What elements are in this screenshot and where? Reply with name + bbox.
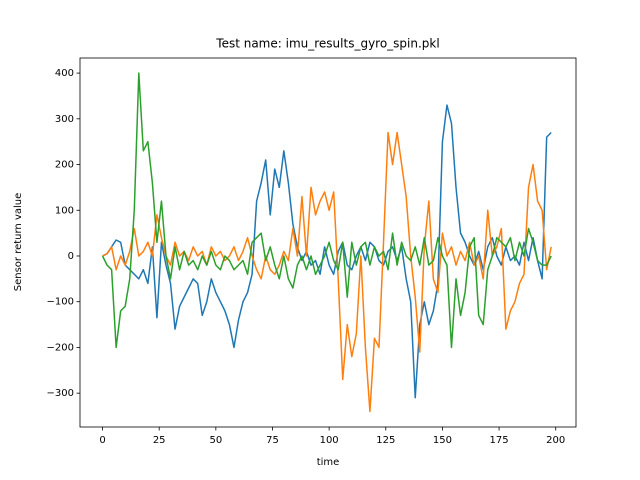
y-tick-label: 300	[55, 114, 74, 125]
x-tick-label: 200	[546, 435, 565, 446]
x-tick-label: 0	[99, 435, 105, 446]
series-line	[101, 72, 552, 349]
series-line	[102, 131, 552, 413]
plot-area	[101, 72, 552, 413]
y-tick-label: 100	[55, 205, 74, 216]
x-tick-label: 125	[376, 435, 395, 446]
axes-frame	[79, 57, 577, 428]
chart-title: Test name: imu_results_gyro_spin.pkl	[215, 37, 439, 51]
x-tick-label: 100	[320, 435, 339, 446]
x-axis-label: time	[317, 457, 340, 468]
x-tick-label: 50	[209, 435, 222, 446]
x-tick-label: 175	[490, 435, 509, 446]
x-tick-label: 75	[266, 435, 279, 446]
x-tick-label: 150	[433, 435, 452, 446]
y-tick-label: 400	[55, 68, 74, 79]
x-tick-label: 25	[153, 435, 166, 446]
y-tick-label: −100	[47, 297, 74, 308]
y-tick-label: 0	[68, 251, 74, 262]
y-tick-label: −200	[47, 342, 74, 353]
y-tick-label: 200	[55, 160, 74, 171]
series-line	[102, 104, 552, 399]
y-tick-label: −300	[47, 388, 74, 399]
y-axis-label: Sensor return value	[13, 193, 24, 292]
